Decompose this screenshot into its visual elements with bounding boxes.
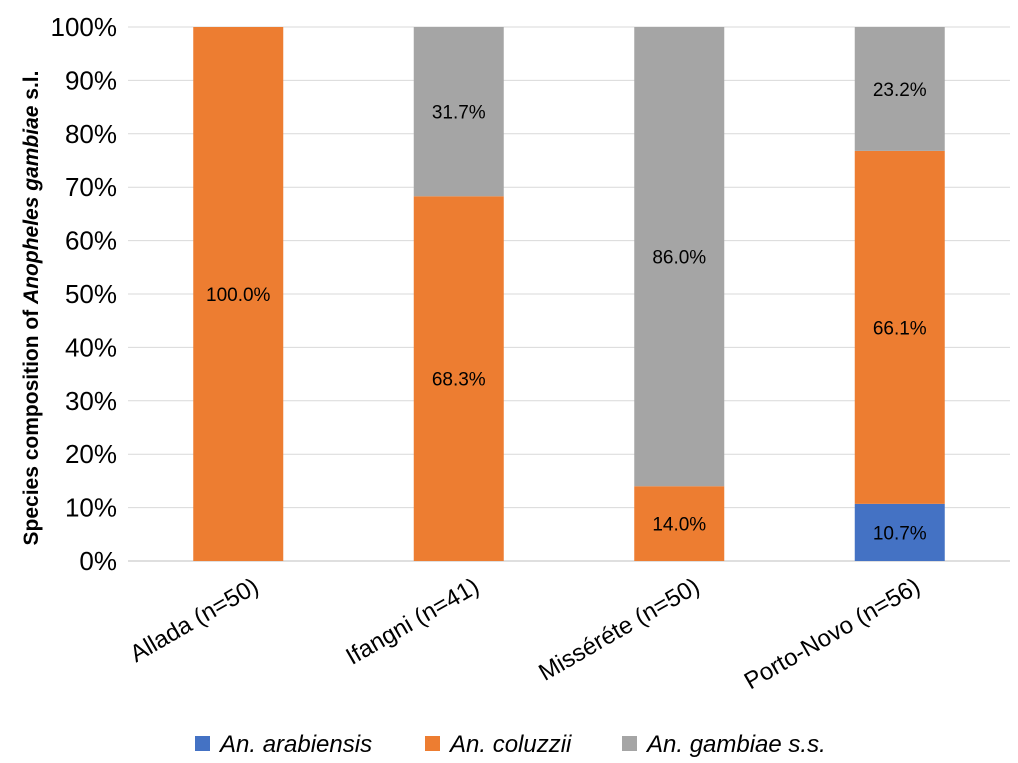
data-label: 10.7% — [873, 523, 927, 544]
y-tick-label: 60% — [65, 226, 117, 256]
legend-swatch — [425, 736, 440, 751]
legend-swatch — [195, 736, 210, 751]
data-label: 66.1% — [873, 318, 927, 339]
legend-label: An. coluzzii — [448, 731, 572, 758]
bar-segment — [634, 486, 725, 561]
data-label: 23.2% — [873, 80, 927, 101]
legend-label: An. gambiae s.s. — [645, 731, 826, 758]
bar-segment — [634, 27, 725, 487]
data-label: 31.7% — [432, 103, 486, 124]
x-tick-label: Porto-Novo (n=56) — [740, 573, 925, 695]
y-tick-label: 80% — [65, 119, 117, 149]
y-tick-label: 0% — [79, 546, 117, 576]
bar-segment — [413, 27, 504, 197]
data-label: 86.0% — [652, 248, 706, 269]
legend: An. arabiensis An. coluzzii An. gambiae s.… — [195, 731, 826, 758]
y-tick-label: 100% — [51, 12, 118, 42]
y-tick-label: 10% — [65, 493, 117, 523]
data-labels: 100.0% 68.3% 31.7% 14.0% 86.0% 10.7% 66.1% 23.2… — [206, 80, 927, 544]
data-label: 68.3% — [432, 370, 486, 391]
y-axis-title: Species composition of Anopheles gambiae… — [20, 71, 43, 546]
bar-segment — [413, 196, 504, 561]
legend-item: An. arabiensis — [195, 731, 372, 758]
legend-item: An. coluzzii — [425, 731, 572, 758]
legend-label: An. arabiensis — [218, 731, 372, 758]
x-tick-label: Ifangni (n=41) — [341, 573, 483, 671]
bar-segment — [193, 27, 284, 561]
data-label: 14.0% — [652, 515, 706, 536]
y-tick-label: 40% — [65, 332, 117, 362]
bars — [193, 27, 945, 561]
bar-segment — [854, 27, 945, 151]
bar-segment — [854, 503, 945, 561]
y-tick-label: 90% — [65, 65, 117, 95]
y-tick-label: 30% — [65, 386, 117, 416]
legend-item: An. gambiae s.s. — [622, 731, 826, 758]
y-tick-label: 70% — [65, 172, 117, 202]
x-tick-label: Allada (n=50) — [126, 573, 264, 668]
y-tick-label: 20% — [65, 439, 117, 469]
y-axis-ticks: 0% 10% 20% 30% 40% 50% 60% 70% 80% 90% 100% — [51, 12, 118, 576]
legend-swatch — [622, 736, 637, 751]
bar-segment — [854, 150, 945, 504]
data-label: 100.0% — [206, 285, 271, 306]
x-axis-ticks: Allada (n=50) Ifangni (n=41) Misséréte (n=… — [126, 573, 925, 695]
y-tick-label: 50% — [65, 279, 117, 309]
x-tick-label: Misséréte (n=50) — [534, 573, 704, 687]
